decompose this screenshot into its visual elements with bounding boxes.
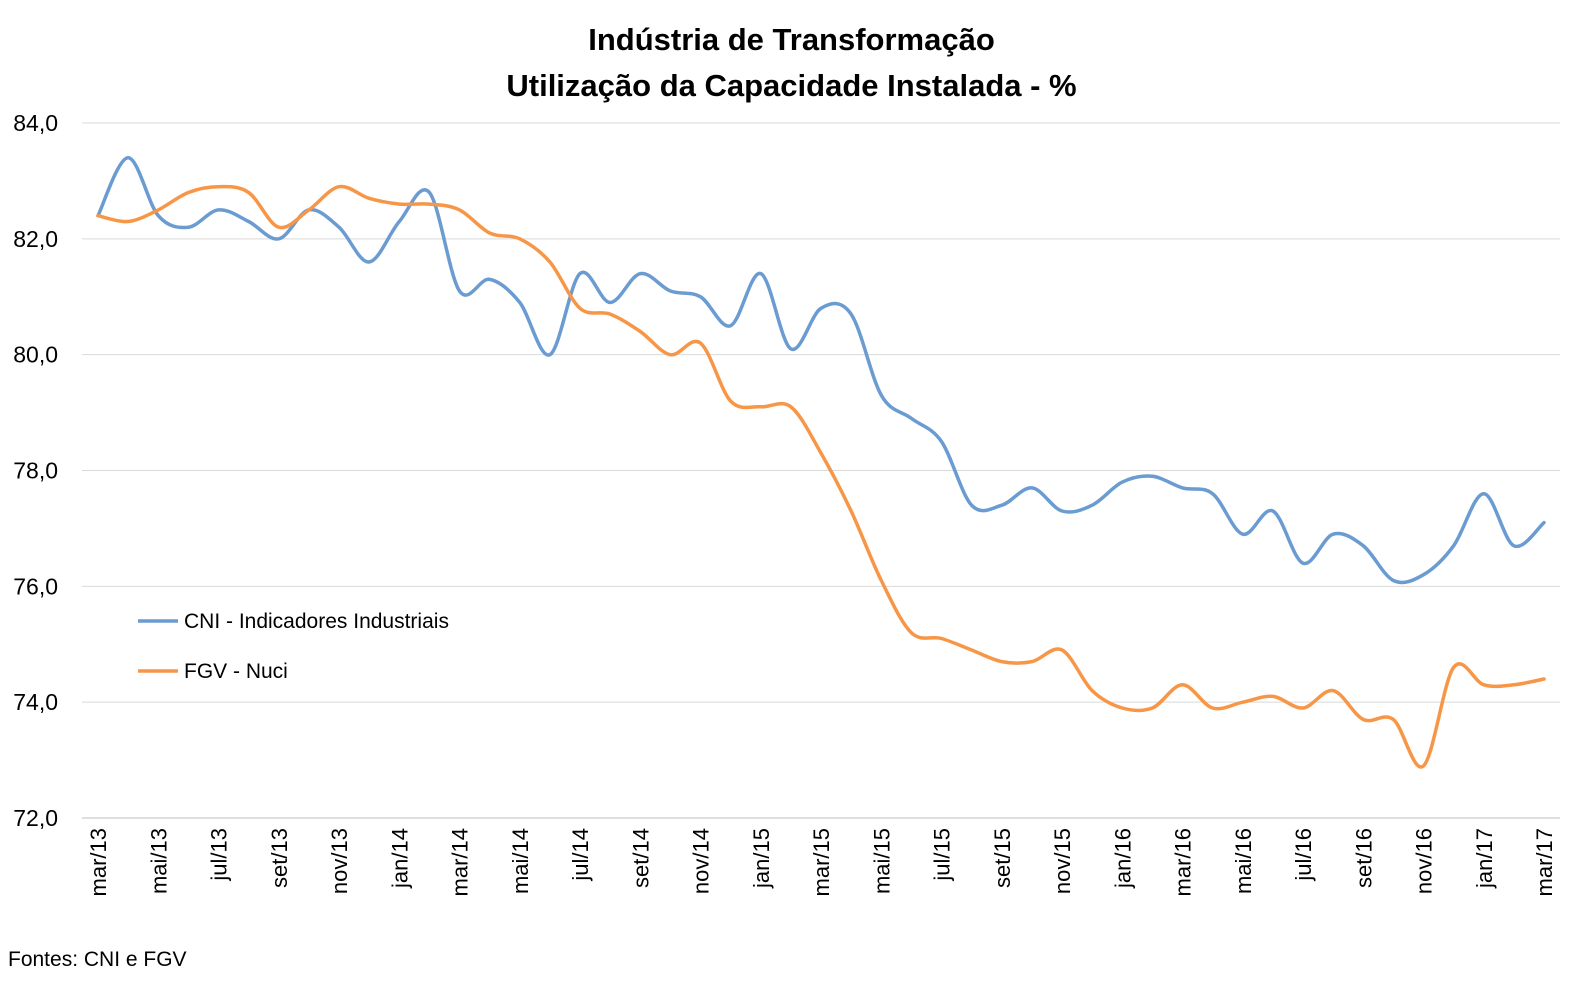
x-tick-label: mar/15 xyxy=(809,828,834,896)
x-tick-label: jul/13 xyxy=(207,828,232,882)
x-tick-label: nov/13 xyxy=(327,828,352,894)
source-note: Fontes: CNI e FGV xyxy=(8,948,187,971)
chart-title-line2: Utilização da Capacidade Instalada - % xyxy=(506,68,1077,103)
x-tick-label: jul/14 xyxy=(568,828,593,882)
x-tick-label: mai/16 xyxy=(1231,828,1256,894)
series-line-fgv xyxy=(96,184,1546,769)
x-tick-label: nov/14 xyxy=(689,828,714,894)
x-axis: mar/13 mai/13 jul/13 set/13 nov/13 jan/14 mar/… xyxy=(82,817,1560,896)
x-tick-label: set/14 xyxy=(628,828,653,888)
x-tick-label: jan/14 xyxy=(387,828,412,889)
y-tick-label: 72,0 xyxy=(13,805,58,831)
x-tick-label: nov/15 xyxy=(1050,828,1075,894)
y-tick-label: 84,0 xyxy=(13,110,58,136)
x-tick-label: set/15 xyxy=(990,828,1015,888)
legend-label: FGV - Nuci xyxy=(184,660,288,683)
x-tick-label: mai/14 xyxy=(508,828,533,894)
legend-label: CNI - Indicadores Industriais xyxy=(184,610,449,633)
gridlines xyxy=(82,122,1560,819)
legend: CNI - Indicadores Industriais FGV - Nuci xyxy=(138,610,449,683)
y-tick-label: 80,0 xyxy=(13,342,58,368)
x-tick-label: mar/13 xyxy=(86,828,111,896)
y-tick-label: 78,0 xyxy=(13,458,58,484)
x-tick-label: jan/17 xyxy=(1472,828,1497,889)
x-tick-label: mar/17 xyxy=(1532,828,1557,896)
x-tick-label: mar/16 xyxy=(1171,828,1196,896)
y-axis: 72,0 74,0 76,0 78,0 80,0 82,0 84,0 xyxy=(13,110,58,831)
y-tick-label: 74,0 xyxy=(13,689,58,715)
x-tick-label: mai/13 xyxy=(146,828,171,894)
x-tick-label: jul/15 xyxy=(930,828,955,882)
x-tick-label: jan/15 xyxy=(749,828,774,889)
x-tick-label: mai/15 xyxy=(869,828,894,894)
x-tick-label: set/13 xyxy=(267,828,292,888)
x-tick-label: nov/16 xyxy=(1412,828,1437,894)
series-line-cni xyxy=(96,155,1546,585)
chart-title-line1: Indústria de Transformação xyxy=(588,22,995,57)
y-tick-label: 76,0 xyxy=(13,573,58,599)
y-tick-label: 82,0 xyxy=(13,226,58,252)
x-tick-label: set/16 xyxy=(1351,828,1376,888)
x-tick-label: jan/16 xyxy=(1110,828,1135,889)
x-tick-label: jul/16 xyxy=(1291,828,1316,882)
x-tick-label: mar/14 xyxy=(448,828,473,896)
series-lines xyxy=(96,155,1546,769)
